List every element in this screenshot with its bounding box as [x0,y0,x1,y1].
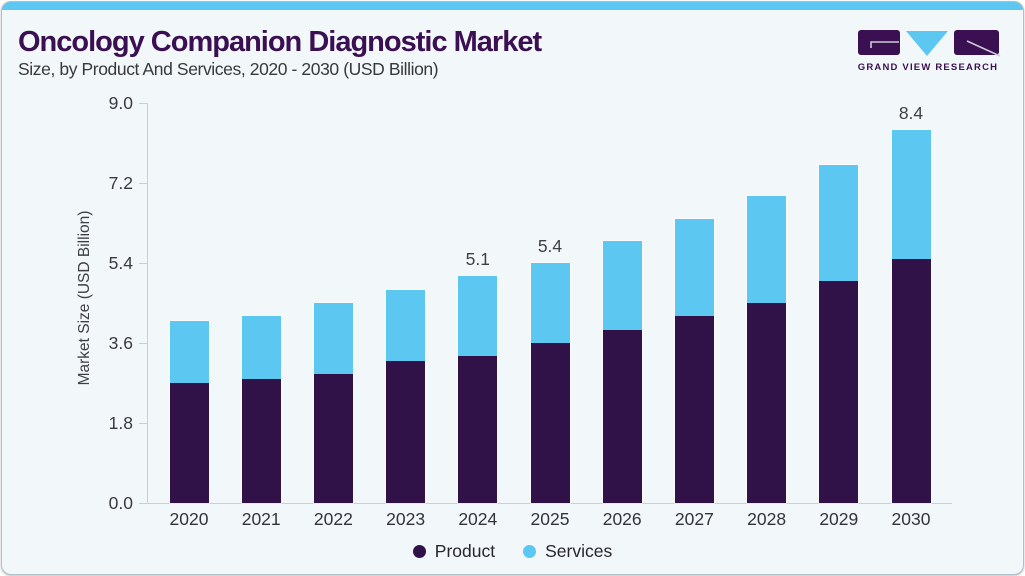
bar-2026-services [602,240,642,330]
x-tick-label-2027: 2027 [674,509,714,529]
y-tick-1.8 [139,423,147,424]
x-tick-label-2029: 2029 [819,509,859,529]
x-tick-label-2028: 2028 [747,509,787,529]
bar-2021-product [241,378,281,503]
y-tick-label-1.8: 1.8 [108,413,133,433]
bar-2021 [241,316,281,503]
x-tick-label-2025: 2025 [530,509,570,529]
y-tick-9.0 [139,103,147,104]
y-tick-label-7.2: 7.2 [108,173,133,193]
y-tick-7.2 [139,183,147,184]
bar-2023-product [386,360,426,503]
bar-2022 [313,303,353,503]
x-tick-label-2020: 2020 [169,509,209,529]
legend-item-services: Services [523,541,612,562]
x-axis-line [147,503,952,504]
bar-2022-services [313,303,353,375]
bar-2027-services [674,218,714,317]
bar-value-label-2025: 5.4 [537,236,563,256]
bar-value-label-2024: 5.1 [465,249,490,270]
v-triangle-icon [906,31,948,56]
r-glyph-line [966,40,1001,57]
bar-2020-product [169,382,209,503]
g-glyph-line [870,41,899,48]
bar-2022-product [313,374,353,503]
bar-2028 [747,196,787,503]
x-tick-label-2030: 2030 [891,509,931,529]
bar-2025 [530,263,570,503]
bar-2027-product [674,316,714,503]
y-tick-label-3.6: 3.6 [108,333,133,353]
bar-2029-product [819,280,859,503]
gvr-logo [858,30,1001,57]
bar-2025-services [530,263,570,343]
bar-2030-product [891,258,931,503]
bar-2023 [386,289,426,503]
bar-2024 [458,276,498,503]
bar-2023-services [386,289,426,361]
bar-2024-product [458,356,498,503]
bar-2024-services [458,276,498,357]
bar-2029 [819,165,859,503]
y-tick-label-5.4: 5.4 [108,253,133,273]
page-title: Oncology Companion Diagnostic Market [18,26,542,58]
page-subtitle: Size, by Product And Services, 2020 - 20… [18,59,439,79]
legend-label-product: Product [434,540,496,561]
r-block-icon [954,30,999,55]
bar-2030-services [891,129,931,259]
legend: Product Services [2,537,1023,565]
y-tick-5.4 [139,263,147,264]
bar-2021-services [241,316,281,379]
bar-2028-product [747,302,787,503]
legend-label-services: Services [545,540,613,561]
gvr-logo-text: GRAND VIEW RESEARCH [857,62,999,73]
bar-2030 [891,129,931,503]
x-tick-label-2021: 2021 [241,509,281,529]
y-tick-label-9.0: 9.0 [108,93,133,113]
bar-2028-services [747,196,787,303]
bar-2025-product [530,343,570,503]
top-accent-bar [2,2,1023,10]
bar-value-label-2030: 8.4 [898,102,924,123]
x-tick-label-2024: 2024 [458,509,498,529]
x-tick-label-2022: 2022 [313,509,353,529]
y-tick-0.0 [139,503,147,504]
x-tick-label-2026: 2026 [602,509,642,529]
legend-item-product: Product [412,540,496,562]
x-tick-label-2023: 2023 [386,509,426,529]
bar-2029-services [819,165,859,281]
y-axis-line [147,103,148,504]
y-tick-3.6 [139,343,147,344]
bar-2026 [602,240,642,503]
bar-2020 [169,320,209,503]
bar-2026-product [602,329,642,503]
legend-dot-product [412,544,426,558]
y-tick-label-0.0: 0.0 [108,493,133,513]
legend-dot-services [523,544,537,558]
bar-2020-services [169,320,209,383]
bar-2027 [674,218,714,503]
